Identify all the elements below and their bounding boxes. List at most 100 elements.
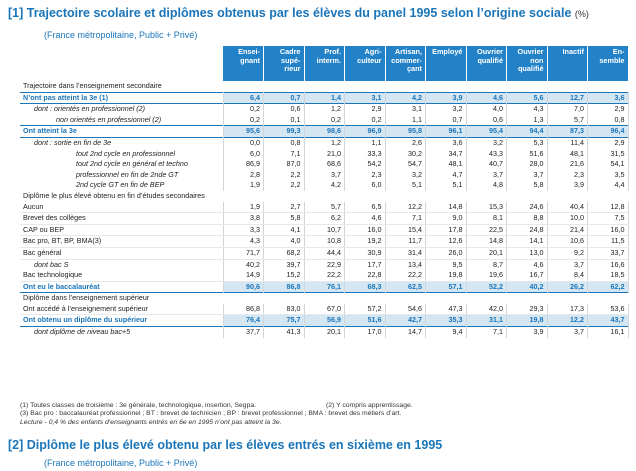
table-cell: 3,7	[547, 326, 588, 338]
table-cell: 9,0	[425, 212, 467, 225]
column-header: Cadre supé-rieur	[263, 46, 305, 81]
table-cell: 3,6	[425, 137, 467, 149]
table-cell: 18,5	[587, 270, 629, 282]
table-cell: 7,0	[547, 103, 588, 115]
table-cell: 96,4	[587, 125, 629, 138]
column-header: Prof. interm.	[304, 46, 345, 81]
table-cell: 53,6	[587, 303, 629, 316]
table-cell: 7,1	[263, 148, 305, 160]
column-header: Ensei-gnant	[223, 46, 264, 81]
table-row: tout 2nd cycle en professionnel 6,0 7,1 21,…	[20, 148, 629, 160]
column-header: En-semble	[587, 46, 629, 81]
table-row: N’ont pas atteint la 3e (1) 6,4 0,7 1,4 3,1 4…	[20, 92, 629, 104]
table-cell: 56,9	[304, 314, 345, 327]
table-cell: 57,2	[344, 303, 386, 316]
table-cell: 99,3	[263, 125, 305, 138]
table-cell: 26,0	[425, 247, 467, 260]
table-cell: 2,2	[263, 180, 305, 191]
table-cell: 24,6	[506, 201, 548, 214]
table-cell: 6,5	[344, 201, 386, 214]
table-cell: 41,3	[263, 326, 305, 338]
table-cell: 43,3	[466, 148, 507, 160]
table-cell: 21,6	[547, 159, 588, 170]
table-cell: 4,2	[304, 180, 345, 191]
table-cell: 21,0	[304, 148, 345, 160]
footnote-3: (3) Bac pro : baccalauréat professionnel…	[20, 410, 402, 418]
table-cell: 10,0	[547, 212, 588, 225]
table-cell: 0,2	[222, 114, 264, 126]
table-subtitle: (France métropolitaine, Public + Privé)	[44, 30, 198, 40]
table-cell: 3,7	[466, 169, 507, 181]
table-row: CAP ou BEP 3,3 4,1 10,7 16,0 15,4 17,8 22,5 24,8…	[20, 224, 629, 237]
table-cell: 2,2	[263, 169, 305, 181]
table-title-text: [1] Trajectoire scolaire et diplômes obt…	[8, 6, 572, 20]
table-cell: 3,5	[587, 169, 629, 181]
table-cell: 40,4	[547, 201, 588, 214]
table-cell: 48,1	[425, 159, 467, 170]
table-cell: 3,7	[506, 169, 548, 181]
table-cell: 5,8	[263, 212, 305, 225]
row-label: Ont obtenu un diplôme du supérieur	[23, 315, 148, 325]
table-cell: 54,7	[385, 159, 426, 170]
table-cell: 1,2	[304, 137, 345, 149]
table-cell: 0,8	[587, 114, 629, 126]
table-cell: 30,9	[344, 247, 386, 260]
table-cell: 98,6	[304, 125, 345, 138]
table-cell: 6,0	[222, 148, 264, 160]
row-label: CAP ou BEP	[20, 224, 223, 237]
table-title: [1] Trajectoire scolaire et diplômes obt…	[8, 6, 589, 20]
table-cell: 96,1	[425, 125, 467, 138]
table-cell: 95,8	[385, 125, 426, 138]
table-cell: 4,0	[263, 235, 305, 248]
table-cell: 42,7	[385, 314, 426, 327]
table-cell: 2,9	[344, 103, 386, 115]
row-label: Aucun	[20, 201, 223, 214]
table-cell: 3,2	[425, 103, 467, 115]
table-cell: 3,9	[506, 326, 548, 338]
column-header: Artisan, commer-çant	[385, 46, 426, 81]
table-cell: 62,2	[587, 281, 629, 293]
table-cell: 3,1	[344, 92, 386, 104]
table-cell: 12,2	[547, 314, 588, 327]
table-cell: 1,3	[506, 114, 548, 126]
table-cell: 8,8	[506, 212, 548, 225]
table-cell: 7,5	[587, 212, 629, 225]
table-cell: 51,6	[506, 148, 548, 160]
table-row: dont diplôme de niveau bac+5 37,7 41,3 20,1…	[20, 326, 629, 338]
table-cell: 3,1	[385, 103, 426, 115]
section-row: Trajectoire dans l’enseignement secondai…	[20, 81, 628, 92]
table-cell: 24,8	[506, 224, 548, 237]
table-cell: 76,1	[304, 281, 345, 293]
table-row: dont : orientés en professionnel (2) 0,2 0…	[20, 103, 629, 115]
row-label: tout 2nd cycle en général et techno	[76, 159, 188, 169]
second-table-title: [2] Diplôme le plus élevé obtenu par les…	[8, 438, 443, 452]
column-header: Employé	[425, 46, 467, 81]
table-cell: 11,5	[587, 235, 629, 248]
row-label: professionnel en fin de 2nde GT	[76, 169, 179, 179]
table-cell: 76,4	[222, 314, 264, 327]
table-cell: 86,9	[222, 159, 264, 170]
table-cell: 22,5	[466, 224, 507, 237]
table-cell: 4,4	[587, 180, 629, 191]
table-cell: 83,0	[263, 303, 305, 316]
table-cell: 22,8	[344, 270, 386, 282]
table-cell: 19,6	[466, 270, 507, 282]
table-cell: 4,0	[466, 103, 507, 115]
table-cell: 26,2	[547, 281, 588, 293]
row-label: dont bac S	[34, 259, 69, 269]
table-cell: 35,3	[425, 314, 467, 327]
footnote-1: (1) Toutes classes de troisième : 3e gén…	[20, 402, 257, 409]
table-cell: 0,2	[222, 103, 264, 115]
table-cell: 5,7	[547, 114, 588, 126]
table-cell: 22,9	[304, 259, 345, 271]
table-cell: 14,9	[222, 270, 264, 282]
table-cell: 0,8	[263, 137, 305, 149]
table-cell: 0,2	[344, 114, 386, 126]
table-cell: 11,7	[385, 235, 426, 248]
table-cell: 0,7	[425, 114, 467, 126]
table-cell: 4,8	[466, 180, 507, 191]
table-cell: 6,0	[344, 180, 386, 191]
row-label: non orientés en professionnel (2)	[56, 114, 162, 124]
table-cell: 87,3	[547, 125, 588, 138]
table-cell: 40,2	[222, 259, 264, 271]
